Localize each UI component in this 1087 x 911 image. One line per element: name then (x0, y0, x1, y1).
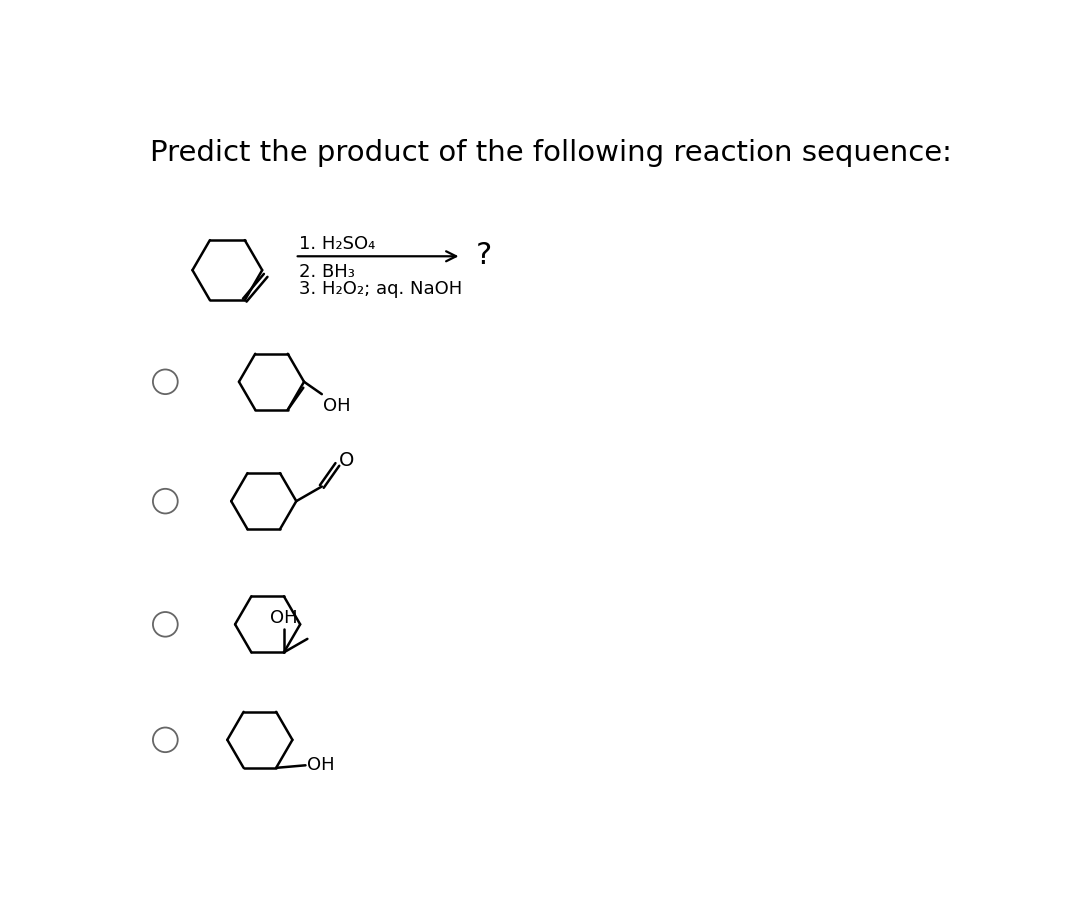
Text: 1. H₂SO₄: 1. H₂SO₄ (299, 234, 375, 252)
Text: OH: OH (270, 609, 298, 627)
Text: 3. H₂O₂; aq. NaOH: 3. H₂O₂; aq. NaOH (299, 280, 462, 298)
Text: 2. BH₃: 2. BH₃ (299, 263, 354, 281)
Text: O: O (339, 451, 354, 470)
Text: ?: ? (475, 241, 491, 270)
Text: OH: OH (323, 396, 351, 415)
Text: Predict the product of the following reaction sequence:: Predict the product of the following rea… (150, 138, 952, 167)
Text: OH: OH (307, 755, 335, 773)
